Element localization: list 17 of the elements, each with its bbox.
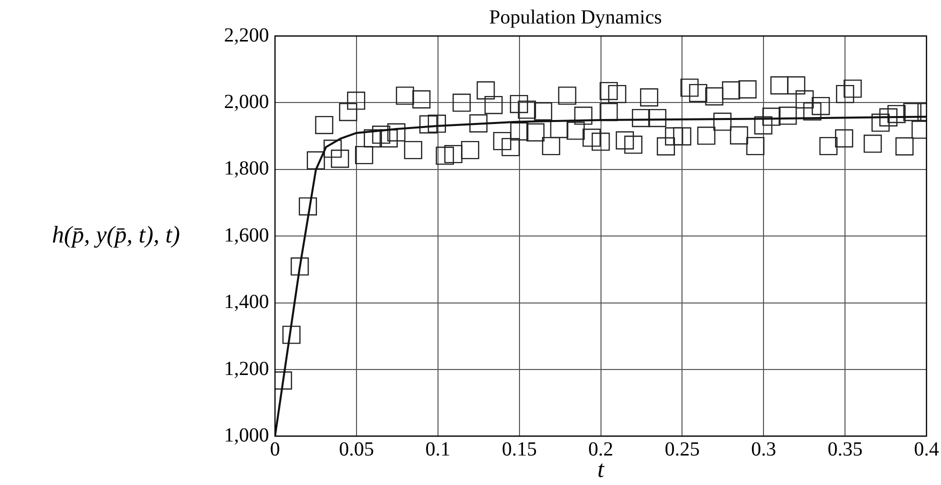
y-tick-label: 1,600 [224, 224, 269, 246]
y-tick-label: 1,400 [224, 291, 269, 314]
chart-title: Population Dynamics [489, 6, 662, 28]
y-tick-label: 1,000 [224, 424, 269, 446]
x-tick-label: 0.35 [828, 438, 863, 460]
x-tick-label: 0.25 [664, 438, 700, 460]
x-tick-label: 0.15 [502, 438, 537, 460]
y-tick-label: 1,800 [224, 158, 269, 180]
y-tick-label: 1,200 [224, 358, 269, 380]
y-axis-title: h(p̄, y(p̄, t), t) [52, 222, 180, 248]
y-tick-label: 2,000 [224, 90, 269, 113]
x-tick-label: 0.4 [914, 438, 939, 460]
x-tick-label: 0 [270, 438, 280, 460]
x-tick-label: 0.1 [425, 438, 450, 460]
x-tick-label: 0.3 [751, 438, 776, 460]
y-tick-label: 2,200 [224, 24, 269, 46]
x-tick-label: 0.05 [338, 438, 374, 460]
